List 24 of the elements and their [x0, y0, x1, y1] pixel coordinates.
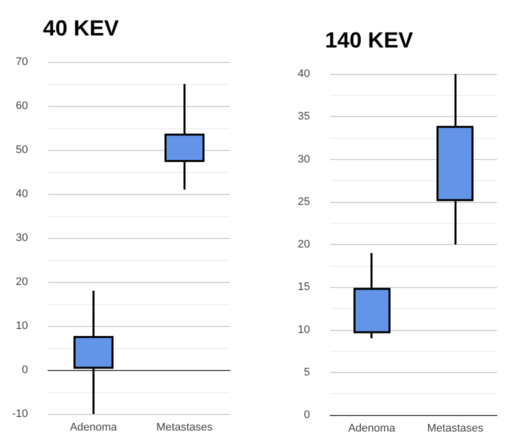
y-tick-label: 60 — [16, 100, 28, 112]
y-tick-label: 20 — [298, 238, 310, 250]
y-tick-label: 25 — [298, 196, 310, 208]
y-tick-label: 5 — [304, 366, 310, 378]
y-tick-label: 0 — [22, 364, 28, 376]
x-tick-label: Metastases — [427, 422, 484, 434]
y-tick-label: 40 — [298, 68, 310, 80]
y-tick-label: 0 — [304, 409, 310, 421]
y-tick-label: 35 — [298, 110, 310, 123]
y-tick-label: 10 — [298, 324, 310, 336]
y-tick-label: 30 — [16, 232, 28, 244]
chart-title: 140 KEV — [325, 28, 414, 52]
y-tick-label: 10 — [16, 320, 28, 332]
y-tick-label: 50 — [16, 144, 28, 156]
y-tick-label: 15 — [298, 281, 310, 294]
y-tick-label: 40 — [16, 188, 28, 200]
x-tick-label: Adenoma — [70, 422, 118, 434]
y-tick-label: 20 — [16, 276, 28, 288]
chart-title: 40 KEV — [43, 16, 120, 40]
y-tick-label: 30 — [298, 153, 310, 166]
y-tick-label: -10 — [12, 408, 28, 420]
x-tick-label: Adenoma — [348, 422, 396, 434]
x-tick-label: Metastases — [156, 422, 214, 434]
y-tick-label: 70 — [16, 56, 28, 68]
